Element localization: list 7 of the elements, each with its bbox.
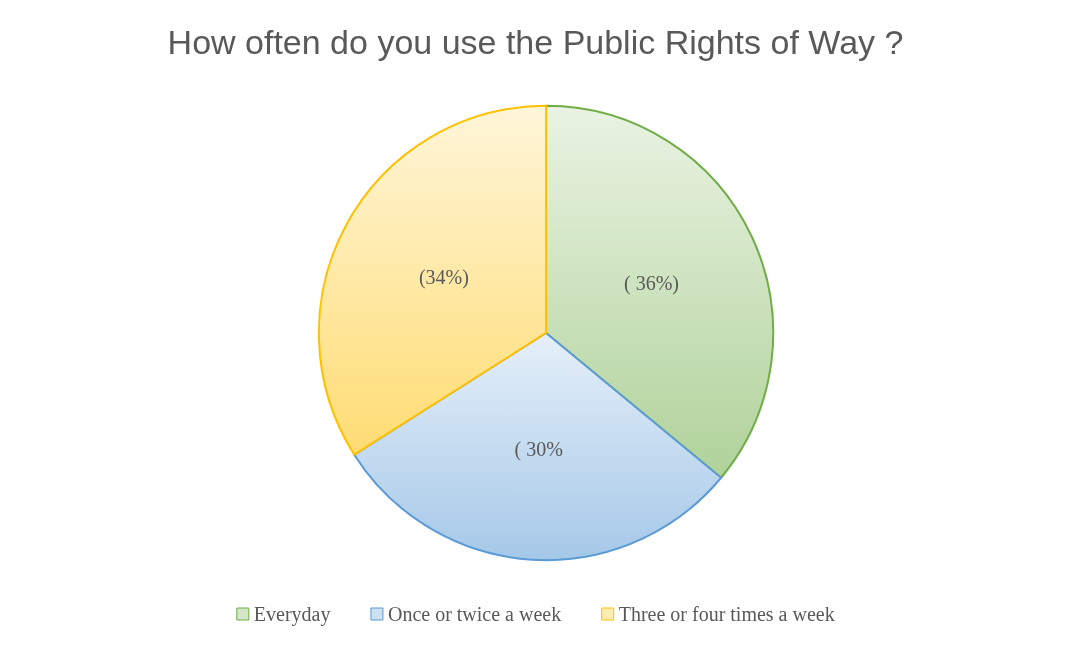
- chart-title: How often do you use the Public Rights of Way ?: [167, 23, 904, 61]
- legend-label: Three or four times a week: [618, 603, 835, 625]
- legend-label: Everyday: [253, 603, 331, 626]
- data-label: ( 36%): [624, 272, 680, 296]
- data-label: ( 30%: [514, 438, 563, 462]
- legend-label: Once or twice a week: [387, 603, 562, 625]
- data-label: (34%): [418, 265, 469, 289]
